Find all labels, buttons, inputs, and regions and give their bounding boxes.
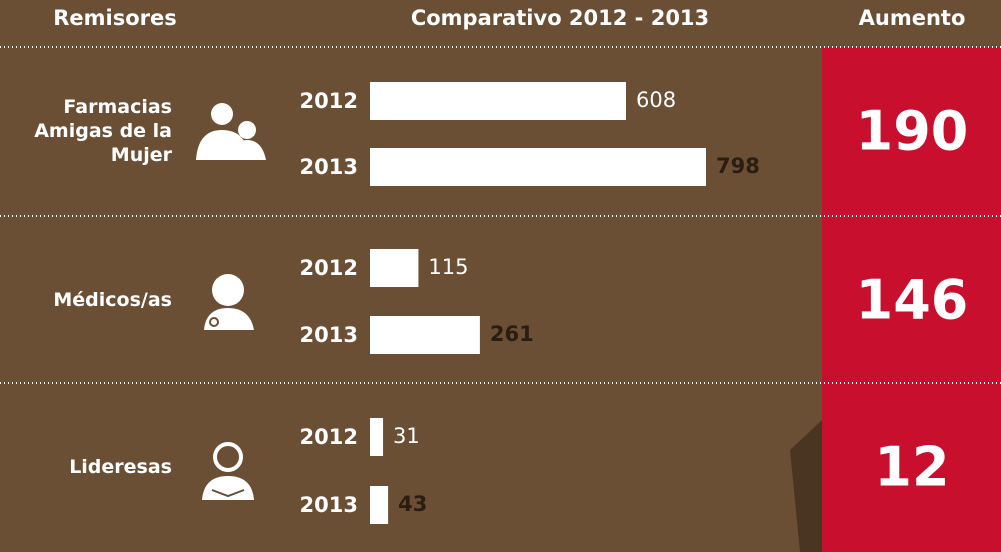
bar	[370, 486, 389, 524]
value-label: 261	[490, 322, 534, 346]
bar	[370, 148, 706, 186]
series-label: 2013	[300, 323, 358, 347]
icon-people	[196, 103, 266, 160]
value-label: 31	[393, 424, 420, 448]
bar	[370, 249, 419, 287]
increase-value: 12	[874, 436, 949, 499]
value-label: 608	[636, 88, 676, 112]
series-label: 2012	[300, 256, 358, 280]
value-label: 43	[398, 492, 427, 516]
category-label: Farmacias Amigas de la Mujer	[34, 96, 172, 166]
increase-value: 146	[856, 269, 969, 332]
category-box: Médicos/as	[53, 289, 172, 311]
icon-woman	[202, 442, 254, 500]
category-label: Lideresas	[69, 456, 172, 478]
series-label: 2013	[300, 493, 358, 517]
series-label: 2012	[300, 425, 358, 449]
increase-column	[822, 47, 1001, 552]
bar	[370, 418, 384, 456]
category-box: Farmacias Amigas de la Mujer	[34, 96, 172, 166]
shadow	[790, 420, 822, 552]
bar	[370, 316, 480, 354]
header: Remisores	[53, 6, 177, 30]
series-label: 2012	[300, 89, 358, 113]
icon-doctor	[204, 274, 254, 330]
category-box: Lideresas	[69, 456, 172, 478]
header: Comparativo 2012 - 2013	[411, 6, 709, 30]
series-label: 2013	[300, 155, 358, 179]
value-label: 798	[716, 154, 760, 178]
increase-value: 190	[856, 100, 969, 163]
bar	[370, 82, 626, 120]
category-label: Médicos/as	[53, 289, 172, 311]
value-label: 115	[428, 255, 468, 279]
header: Aumento	[859, 6, 966, 30]
